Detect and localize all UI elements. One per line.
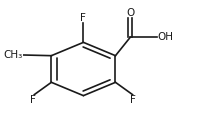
Text: F: F — [130, 95, 136, 105]
Text: F: F — [30, 95, 36, 105]
Text: OH: OH — [158, 32, 174, 42]
Text: CH₃: CH₃ — [4, 50, 23, 60]
Text: F: F — [80, 13, 86, 22]
Text: O: O — [126, 8, 134, 18]
